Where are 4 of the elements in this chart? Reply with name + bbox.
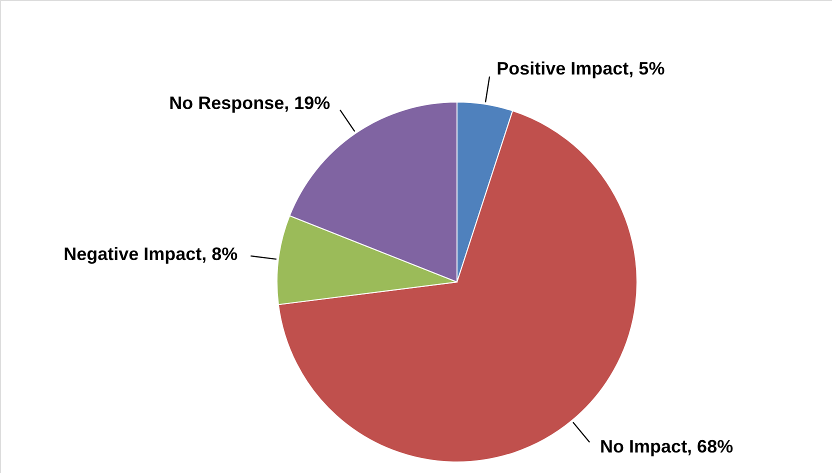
slice-label: No Impact, 68%: [600, 436, 734, 457]
slice-label: No Response, 19%: [169, 93, 330, 114]
slice-label: Positive Impact, 5%: [496, 58, 665, 79]
slice-label: Negative Impact, 8%: [64, 244, 238, 264]
